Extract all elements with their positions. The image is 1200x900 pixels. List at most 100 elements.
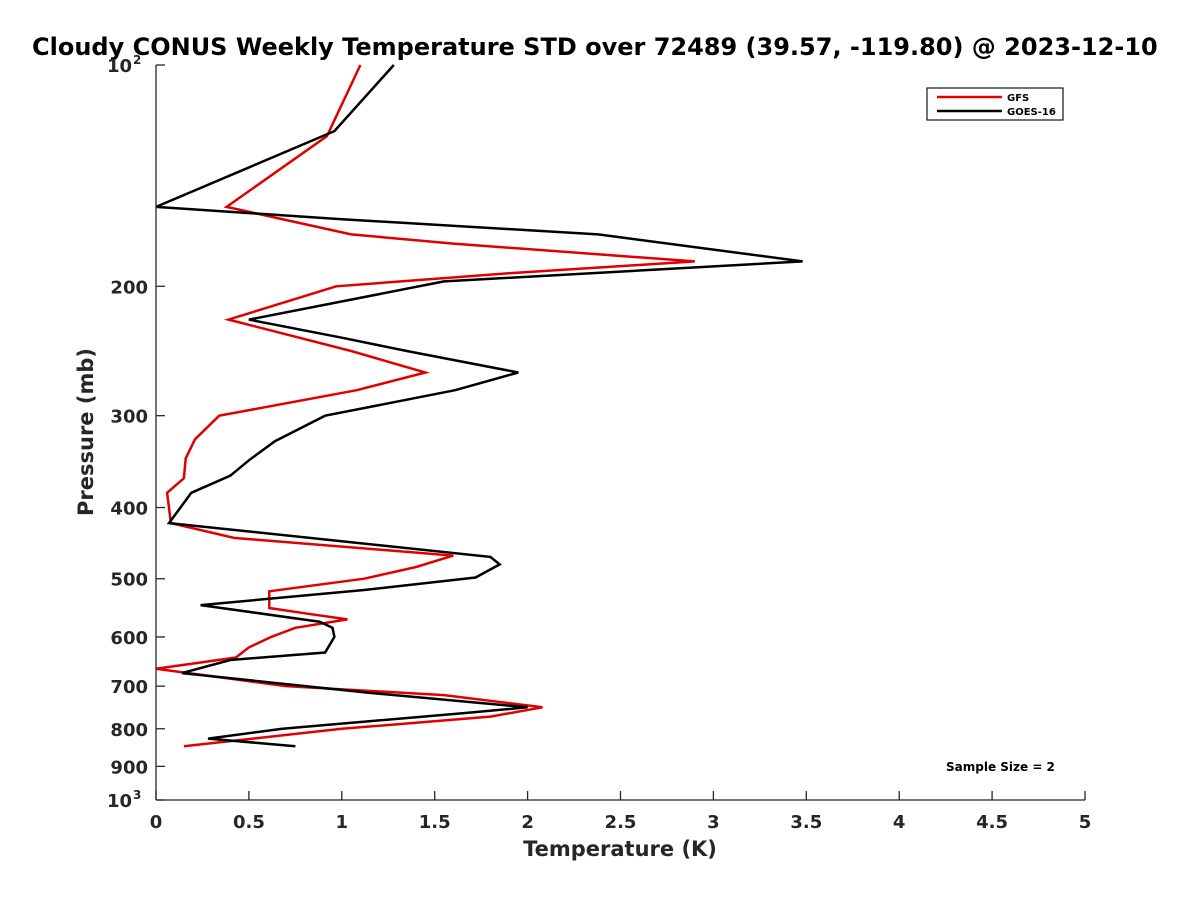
data-point-gfs-16 <box>166 492 168 494</box>
data-point-gfs-23 <box>268 607 270 609</box>
data-point-goes-16-31 <box>461 712 463 714</box>
data-point-goes-16-3 <box>337 218 339 220</box>
data-point-goes-16-20 <box>474 576 476 578</box>
x-tick-label: 2 <box>521 812 534 833</box>
data-point-gfs-15 <box>183 477 185 479</box>
x-tick-label: 2.5 <box>605 812 637 833</box>
x-axis-label: Temperature (K) <box>523 837 717 861</box>
data-point-goes-16-5 <box>801 260 803 262</box>
series-layer <box>155 64 803 748</box>
y-tick-label: 200 <box>110 277 148 298</box>
data-point-goes-16-19 <box>499 563 501 565</box>
data-point-goes-16-24 <box>331 627 333 629</box>
data-point-goes-16-14 <box>248 459 250 461</box>
data-point-gfs-28 <box>248 646 250 648</box>
data-point-gfs-13 <box>194 438 196 440</box>
y-tick-label: 600 <box>110 628 148 649</box>
y-tick-label: 500 <box>110 570 148 591</box>
legend-label-goes-16: GOES-16 <box>1007 107 1056 118</box>
data-point-goes-16-25 <box>333 636 335 638</box>
y-tick-label: 300 <box>110 407 148 428</box>
data-point-gfs-20 <box>415 566 417 568</box>
data-point-gfs-36 <box>183 745 185 747</box>
data-point-goes-16-34 <box>294 745 296 747</box>
data-point-gfs-2 <box>225 206 227 208</box>
data-point-goes-16-13 <box>274 440 276 442</box>
data-point-gfs-0 <box>359 64 361 66</box>
data-point-gfs-5 <box>694 260 696 262</box>
x-tick-label: 0.5 <box>233 812 265 833</box>
data-point-gfs-4 <box>452 242 454 244</box>
y-tick-exponent: 2 <box>133 53 141 67</box>
data-point-goes-16-27 <box>229 659 231 661</box>
data-point-gfs-27 <box>270 636 272 638</box>
y-tick-exponent: 3 <box>133 788 141 802</box>
data-point-gfs-25 <box>346 618 348 620</box>
data-point-goes-16-15 <box>229 475 231 477</box>
sample-size-annotation: Sample Size = 2 <box>946 760 1055 774</box>
data-point-gfs-26 <box>294 627 296 629</box>
y-tick-label: 10 <box>107 56 132 77</box>
data-point-goes-16-7 <box>248 318 250 320</box>
data-point-gfs-10 <box>424 371 426 373</box>
x-ticks: 0 0.5 1 1.5 2 2.5 3 3.5 4 4.5 5 <box>150 791 1092 833</box>
data-point-gfs-24 <box>307 613 309 615</box>
x-tick-label: 3.5 <box>790 812 822 833</box>
y-tick-label: 400 <box>110 499 148 520</box>
data-point-goes-16-32 <box>281 728 283 730</box>
data-point-gfs-22 <box>268 590 270 592</box>
data-point-gfs-35 <box>341 728 343 730</box>
data-point-goes-16-0 <box>393 64 395 66</box>
data-point-gfs-18 <box>233 537 235 539</box>
data-point-goes-16-22 <box>199 604 201 606</box>
data-point-goes-16-26 <box>324 651 326 653</box>
x-tick-label: 0 <box>150 812 163 833</box>
data-point-gfs-34 <box>489 715 491 717</box>
data-point-gfs-3 <box>350 233 352 235</box>
x-tick-label: 1 <box>336 812 349 833</box>
series-line-goes-16 <box>155 64 803 748</box>
x-tick-label: 4 <box>893 812 906 833</box>
data-point-goes-16-16 <box>190 492 192 494</box>
data-point-gfs-33 <box>541 706 543 708</box>
y-tick-label: 10 <box>107 791 132 812</box>
data-point-goes-16-30 <box>526 706 528 708</box>
legend-label-gfs: GFS <box>1007 93 1029 104</box>
data-point-goes-16-17 <box>168 522 170 524</box>
data-point-goes-16-23 <box>318 621 320 623</box>
axes-layer <box>155 65 1085 801</box>
series-line-gfs <box>155 64 695 748</box>
data-point-goes-16-28 <box>181 672 183 674</box>
data-point-goes-16-11 <box>454 389 456 391</box>
x-tick-label: 1.5 <box>419 812 451 833</box>
data-point-goes-16-12 <box>324 415 326 417</box>
data-point-goes-16-1 <box>333 130 335 132</box>
y-tick-label: 900 <box>110 757 148 778</box>
data-point-gfs-14 <box>185 457 187 459</box>
data-point-gfs-19 <box>452 554 454 556</box>
data-point-gfs-7 <box>335 285 337 287</box>
x-tick-label: 5 <box>1079 812 1092 833</box>
x-tick-label: 3 <box>707 812 720 833</box>
x-tick-label: 4.5 <box>976 812 1008 833</box>
data-point-gfs-9 <box>350 350 352 352</box>
legend: GFS GOES-16 <box>926 87 1064 121</box>
data-point-gfs-21 <box>363 578 365 580</box>
legend-box <box>926 87 1064 121</box>
data-point-goes-16-33 <box>207 737 209 739</box>
y-axis-label: Pressure (mb) <box>74 348 98 516</box>
data-point-goes-16-21 <box>363 589 365 591</box>
data-point-gfs-8 <box>227 318 229 320</box>
data-point-goes-16-18 <box>489 556 491 558</box>
data-point-gfs-32 <box>443 694 445 696</box>
y-tick-label: 800 <box>110 720 148 741</box>
data-point-goes-16-6 <box>443 280 445 282</box>
data-point-gfs-12 <box>218 415 220 417</box>
data-point-gfs-11 <box>356 389 358 391</box>
chart-title: Cloudy CONUS Weekly Temperature STD over… <box>32 33 1158 61</box>
data-point-goes-16-29 <box>369 692 371 694</box>
data-point-goes-16-8 <box>341 337 343 339</box>
data-point-goes-16-9 <box>406 350 408 352</box>
